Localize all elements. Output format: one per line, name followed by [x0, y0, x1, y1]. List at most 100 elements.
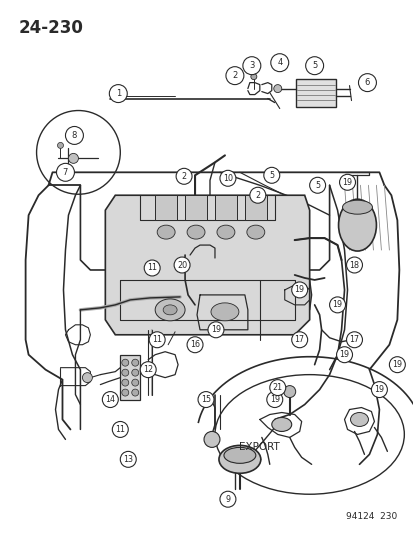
Text: 11: 11 [147, 263, 157, 272]
Text: 19: 19 [342, 178, 352, 187]
Ellipse shape [211, 303, 238, 321]
Circle shape [65, 126, 83, 144]
Circle shape [131, 389, 138, 396]
Text: 12: 12 [143, 365, 153, 374]
Circle shape [250, 74, 256, 79]
Circle shape [121, 359, 128, 366]
Circle shape [266, 392, 282, 408]
FancyBboxPatch shape [244, 195, 266, 220]
Circle shape [249, 187, 265, 203]
Text: 11: 11 [152, 335, 162, 344]
Text: 21: 21 [272, 383, 282, 392]
Circle shape [242, 56, 260, 75]
Circle shape [225, 67, 243, 85]
Circle shape [204, 431, 219, 447]
Circle shape [389, 357, 404, 373]
Text: 2: 2 [232, 71, 237, 80]
Circle shape [149, 332, 165, 348]
Text: 19: 19 [269, 395, 279, 404]
Circle shape [112, 422, 128, 438]
Text: 4: 4 [276, 58, 282, 67]
Text: 9: 9 [225, 495, 230, 504]
Text: 20: 20 [177, 261, 187, 270]
Circle shape [339, 174, 355, 190]
Text: 17: 17 [294, 335, 304, 344]
Ellipse shape [216, 225, 234, 239]
Circle shape [102, 392, 118, 408]
Circle shape [207, 322, 223, 338]
FancyBboxPatch shape [155, 195, 177, 220]
Ellipse shape [350, 413, 368, 426]
Text: 10: 10 [222, 174, 233, 183]
Ellipse shape [342, 200, 372, 214]
Text: 7: 7 [63, 168, 68, 177]
Text: EXPORT: EXPORT [239, 442, 280, 453]
Text: 5: 5 [268, 171, 274, 180]
Text: 19: 19 [373, 385, 384, 394]
Circle shape [219, 171, 235, 186]
Circle shape [131, 359, 138, 366]
Circle shape [291, 332, 307, 348]
Circle shape [174, 257, 190, 273]
Circle shape [346, 332, 362, 348]
Text: 11: 11 [115, 425, 125, 434]
Text: 2: 2 [255, 191, 260, 200]
Circle shape [56, 163, 74, 181]
Text: 18: 18 [349, 261, 358, 270]
Text: 5: 5 [311, 61, 316, 70]
Ellipse shape [271, 417, 291, 431]
Circle shape [309, 177, 325, 193]
Text: 19: 19 [332, 301, 342, 309]
Circle shape [144, 260, 160, 276]
Circle shape [291, 282, 307, 298]
Circle shape [121, 389, 128, 396]
Text: 16: 16 [190, 340, 199, 349]
Text: 13: 13 [123, 455, 133, 464]
Text: 1: 1 [115, 89, 121, 98]
Ellipse shape [157, 225, 175, 239]
Ellipse shape [338, 199, 375, 251]
Text: 14: 14 [105, 395, 115, 404]
Circle shape [57, 142, 63, 148]
Circle shape [82, 373, 92, 383]
Text: 17: 17 [349, 335, 359, 344]
Circle shape [176, 168, 192, 184]
Circle shape [346, 257, 362, 273]
Circle shape [187, 337, 202, 353]
Text: 24-230: 24-230 [19, 19, 83, 37]
Circle shape [270, 54, 288, 71]
Polygon shape [105, 195, 309, 335]
Ellipse shape [246, 225, 264, 239]
FancyBboxPatch shape [214, 195, 236, 220]
Text: 5: 5 [314, 181, 319, 190]
Circle shape [273, 85, 281, 93]
Text: 19: 19 [339, 350, 349, 359]
Text: 19: 19 [294, 285, 304, 294]
Ellipse shape [163, 305, 177, 315]
Circle shape [121, 379, 128, 386]
Ellipse shape [187, 225, 204, 239]
Circle shape [68, 154, 78, 163]
FancyBboxPatch shape [120, 354, 140, 400]
Circle shape [329, 297, 345, 313]
Circle shape [120, 451, 136, 467]
Text: 8: 8 [71, 131, 77, 140]
Ellipse shape [155, 299, 185, 321]
Circle shape [131, 379, 138, 386]
FancyBboxPatch shape [185, 195, 206, 220]
Text: 6: 6 [364, 78, 369, 87]
Circle shape [263, 167, 279, 183]
Text: 15: 15 [200, 395, 211, 404]
Text: 19: 19 [210, 325, 221, 334]
Circle shape [131, 369, 138, 376]
Ellipse shape [218, 446, 260, 473]
Text: 94124  230: 94124 230 [345, 512, 396, 521]
Circle shape [140, 362, 156, 377]
Text: 2: 2 [181, 172, 186, 181]
Circle shape [197, 392, 214, 408]
Text: 19: 19 [392, 360, 401, 369]
Circle shape [269, 379, 285, 395]
Circle shape [358, 74, 375, 92]
Circle shape [219, 491, 235, 507]
Circle shape [109, 85, 127, 102]
